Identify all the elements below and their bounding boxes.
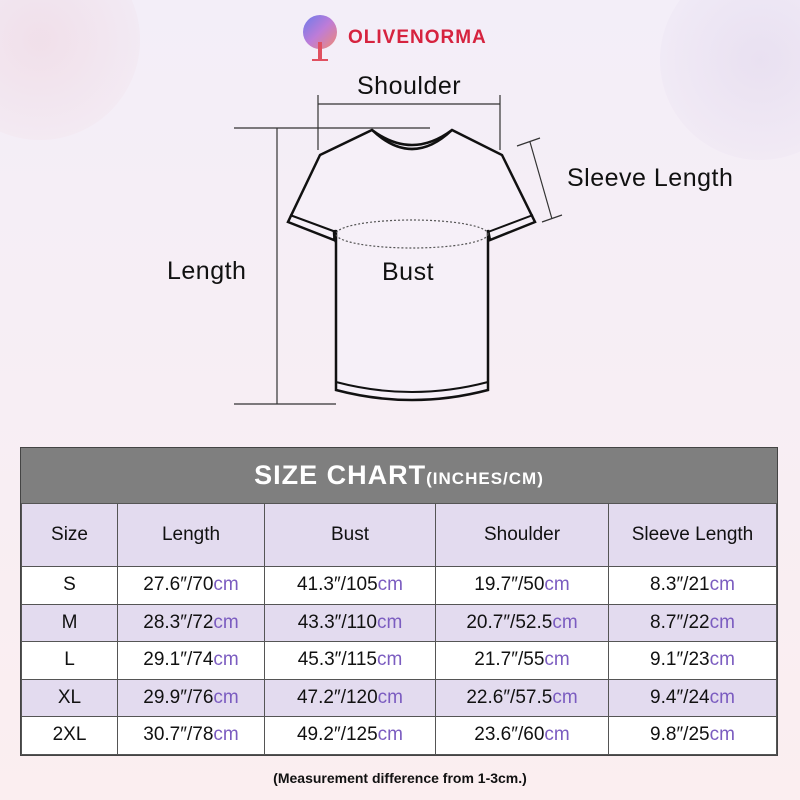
tshirt-diagram — [234, 95, 563, 405]
measurement-value: 29.1″/74 — [143, 649, 214, 671]
size-chart-units: (INCHES/CM) — [426, 469, 544, 488]
measurement-cell: 47.2″/120cm — [264, 678, 436, 717]
measurement-value: 29.9″/76 — [143, 686, 214, 708]
unit-cm: cm — [377, 686, 403, 708]
table-row: S 27.6″/70cm 41.3″/105cm 19.7″/50cm 8.3″/21c… — [21, 566, 777, 605]
measurement-cell: 8.3″/21cm — [608, 566, 777, 605]
measurement-cell: 9.8″/25cm — [608, 716, 777, 755]
measurement-value: 22.6″/57.5 — [466, 686, 553, 708]
measurement-cell: 45.3″/115cm — [264, 641, 436, 680]
tshirt-outline — [286, 128, 537, 402]
measurement-cell: 43.3″/110cm — [264, 603, 436, 642]
sleeve-measure-line — [516, 137, 563, 223]
unit-cm: cm — [376, 611, 403, 633]
size-chart-table: SIZE CHART(INCHES/CM) Size Length Bust Shou… — [20, 447, 778, 756]
column-header: Size — [21, 503, 118, 567]
measurement-cell: 9.1″/23cm — [608, 641, 777, 680]
measurement-value: 8.7″/22 — [650, 611, 710, 633]
measurement-value: 49.2″/125 — [296, 724, 378, 746]
brand-name: OLIVENORMA — [348, 27, 487, 48]
length-measure-line — [234, 127, 430, 405]
measurement-value: 43.3″/110 — [297, 611, 377, 633]
measurement-value: 20.7″/52.5 — [466, 611, 553, 633]
measurement-cell: 28.3″/72cm — [117, 603, 265, 642]
unit-cm: cm — [552, 686, 578, 708]
size-chart-title-text: SIZE CHART — [254, 460, 427, 490]
measurement-value: 41.3″/105 — [296, 574, 378, 596]
unit-cm: cm — [552, 611, 578, 633]
unit-cm: cm — [377, 574, 403, 596]
measurement-cell: 49.2″/125cm — [264, 716, 436, 755]
unit-cm: cm — [376, 649, 403, 671]
measurement-cell: 29.9″/76cm — [117, 678, 265, 717]
measurement-value: 27.6″/70 — [143, 574, 214, 596]
unit-cm: cm — [377, 724, 403, 746]
unit-cm: cm — [544, 649, 570, 671]
measurement-cell: 8.7″/22cm — [608, 603, 777, 642]
table-row: 2XL 30.7″/78cm 49.2″/125cm 23.6″/60cm 9.8″/2… — [21, 716, 777, 755]
length-label: Length — [167, 257, 247, 285]
unit-cm: cm — [709, 686, 735, 708]
size-cell: S — [21, 566, 118, 605]
unit-cm: cm — [709, 649, 735, 671]
column-header: Bust — [264, 503, 436, 567]
measurement-cell: 41.3″/105cm — [264, 566, 436, 605]
brand-logo: OLIVENORMA — [298, 12, 487, 64]
measurement-value: 9.1″/23 — [650, 649, 710, 671]
measurement-note: (Measurement difference from 1-3cm.) — [273, 770, 527, 786]
measurement-value: 30.7″/78 — [143, 724, 214, 746]
column-header: Sleeve Length — [608, 503, 777, 567]
measurement-value: 9.8″/25 — [650, 724, 710, 746]
shoulder-label: Shoulder — [357, 72, 462, 100]
bust-measure-line — [335, 219, 489, 249]
unit-cm: cm — [709, 724, 735, 746]
column-header: Length — [117, 503, 265, 567]
shoulder-measure-line — [317, 95, 501, 150]
measurement-cell: 22.6″/57.5cm — [435, 678, 609, 717]
measurement-cell: 9.4″/24cm — [608, 678, 777, 717]
measurement-cell: 21.7″/55cm — [435, 641, 609, 680]
unit-cm: cm — [544, 574, 570, 596]
bust-label: Bust — [382, 258, 435, 286]
unit-cm: cm — [213, 611, 239, 633]
measurement-cell: 27.6″/70cm — [117, 566, 265, 605]
size-cell: L — [21, 641, 118, 680]
tree-logo-icon — [303, 15, 337, 61]
header-row: Size Length Bust Shoulder Sleeve Length — [21, 503, 777, 567]
table-row: XL 29.9″/76cm 47.2″/120cm 22.6″/57.5cm 9.4″/… — [21, 678, 777, 717]
measurement-value: 9.4″/24 — [650, 686, 710, 708]
column-header: Shoulder — [435, 503, 609, 567]
measurement-value: 19.7″/50 — [474, 574, 545, 596]
measurement-cell: 23.6″/60cm — [435, 716, 609, 755]
unit-cm: cm — [213, 724, 239, 746]
measurement-value: 28.3″/72 — [143, 611, 214, 633]
unit-cm: cm — [213, 686, 239, 708]
measurement-cell: 30.7″/78cm — [117, 716, 265, 755]
size-cell: XL — [21, 678, 118, 717]
measurement-value: 21.7″/55 — [474, 649, 545, 671]
measurement-cell: 19.7″/50cm — [435, 566, 609, 605]
measurement-value: 23.6″/60 — [474, 724, 545, 746]
measurement-value: 47.2″/120 — [296, 686, 378, 708]
measurement-cell: 29.1″/74cm — [117, 641, 265, 680]
table-row: M 28.3″/72cm 43.3″/110cm 20.7″/52.5cm 8.7″/2… — [21, 603, 777, 642]
unit-cm: cm — [544, 724, 570, 746]
sleeve-length-label: Sleeve Length — [567, 164, 734, 192]
unit-cm: cm — [213, 574, 239, 596]
unit-cm: cm — [709, 574, 735, 596]
measurement-cell: 20.7″/52.5cm — [435, 603, 609, 642]
size-cell: M — [21, 603, 118, 642]
measurement-value: 45.3″/115 — [297, 649, 377, 671]
unit-cm: cm — [213, 649, 239, 671]
size-chart-title: SIZE CHART(INCHES/CM) — [21, 448, 777, 503]
table-row: L 29.1″/74cm 45.3″/115cm 21.7″/55cm 9.1″/23c… — [21, 641, 777, 680]
unit-cm: cm — [709, 611, 735, 633]
size-cell: 2XL — [21, 716, 118, 755]
measurement-value: 8.3″/21 — [650, 574, 710, 596]
